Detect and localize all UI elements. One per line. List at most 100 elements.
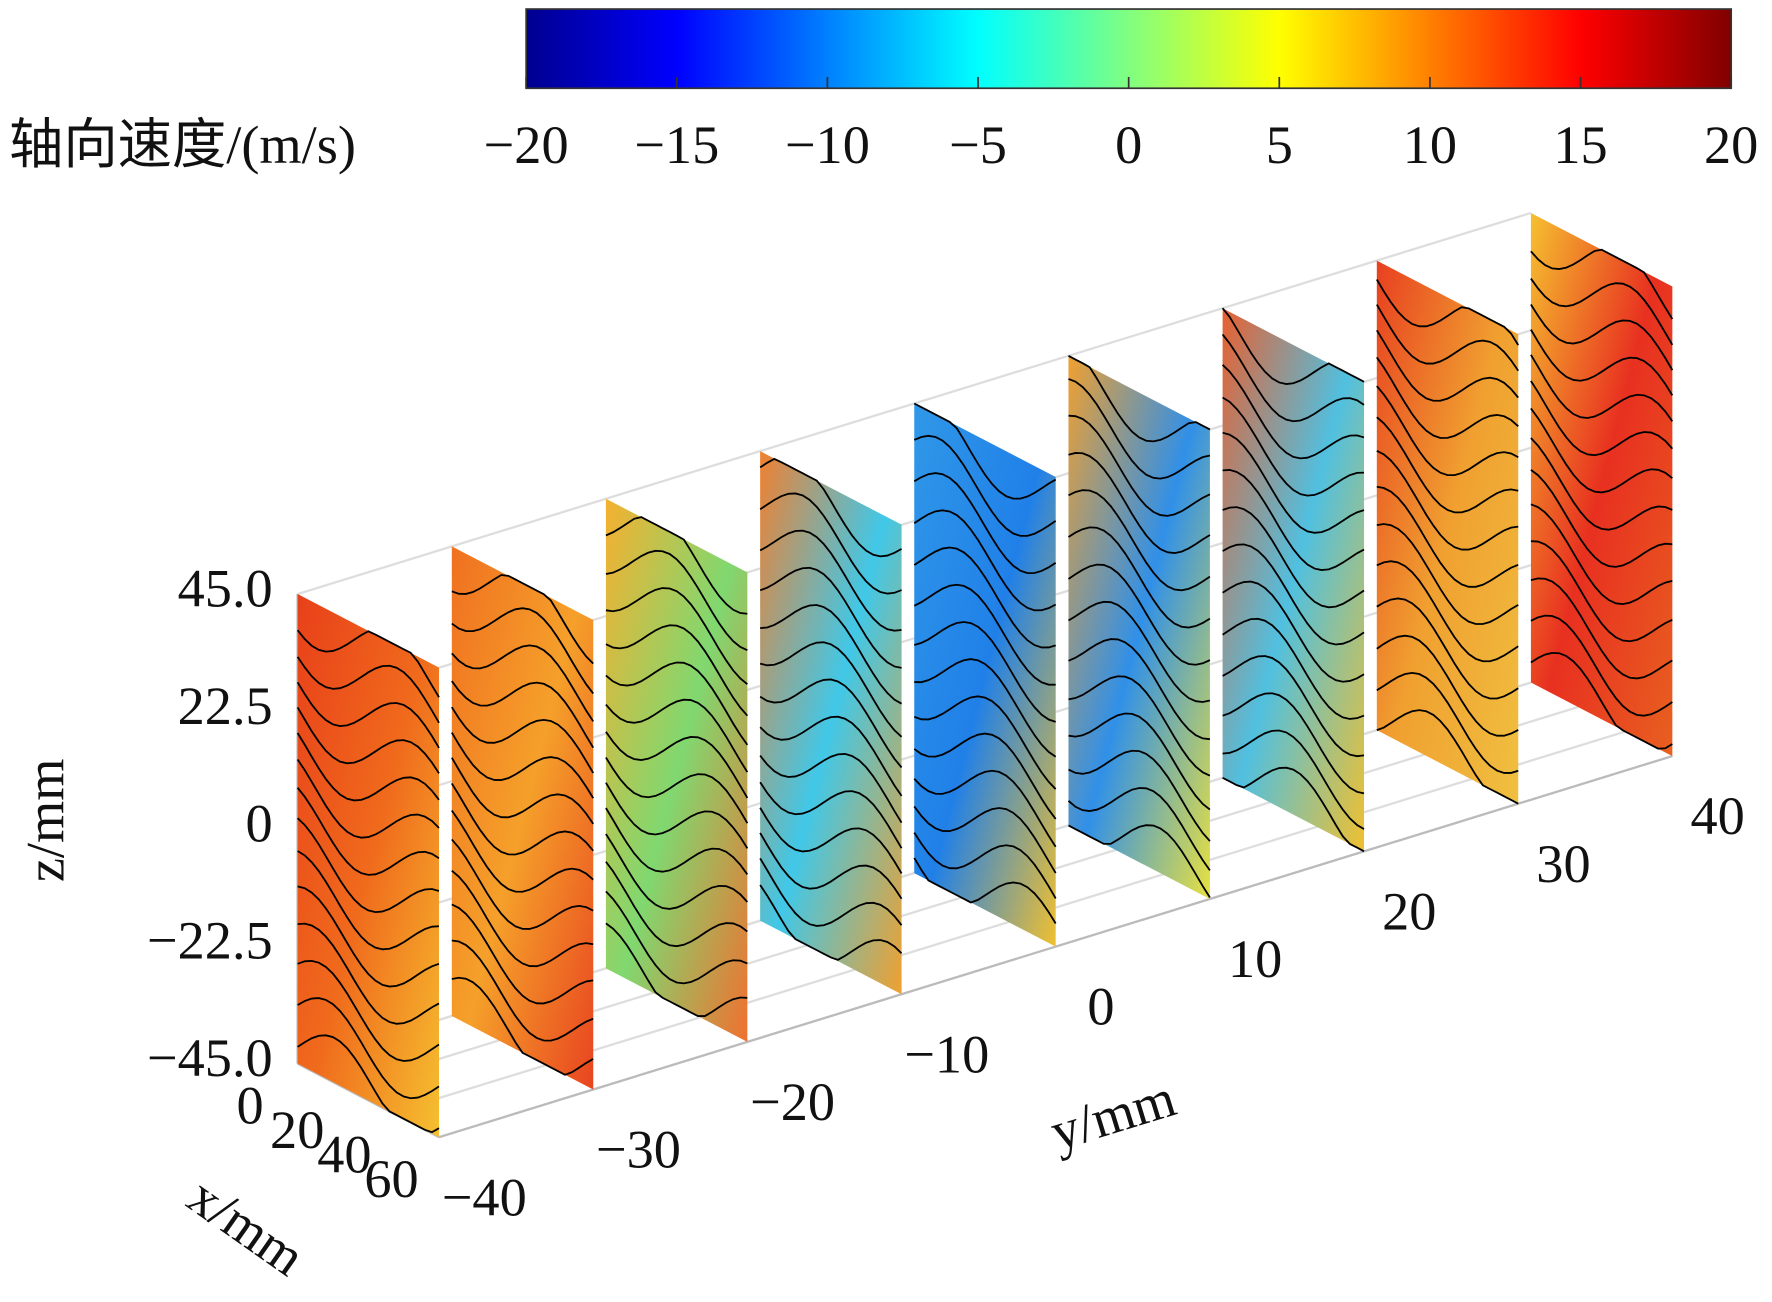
streamline (913, 695, 1057, 790)
streamline (1376, 671, 1519, 774)
colorbar-tick-label: −5 (949, 115, 1007, 175)
streamline (1221, 307, 1365, 385)
streamline (1068, 749, 1211, 842)
streamline (1068, 378, 1211, 480)
streamline (451, 574, 594, 665)
streamline (1376, 449, 1519, 551)
streamline (913, 434, 1057, 537)
colorbar-tick-label: 15 (1553, 115, 1607, 175)
slice-plane (1222, 308, 1365, 852)
streamline (759, 492, 902, 595)
streamline (297, 1034, 440, 1134)
streamline (759, 832, 903, 900)
streamline (1376, 416, 1519, 514)
streamline (296, 681, 440, 749)
streamline (913, 857, 1057, 925)
slice (759, 451, 903, 995)
plot: −20 −15 −10 −5 0 5 10 15 20 轴向速度/(m/s) 45.0 22.5 0 −2… (9, 8, 1758, 1288)
streamline (1530, 503, 1673, 606)
streamline (914, 621, 1056, 723)
streamline (1222, 506, 1365, 609)
streamline (1376, 329, 1519, 402)
streamline (1222, 580, 1365, 683)
z-tick-label: 22.5 (178, 676, 273, 736)
streamline (1222, 396, 1365, 497)
streamline (1530, 380, 1674, 457)
streamline (759, 566, 902, 669)
streamline (1068, 414, 1211, 517)
colorbar-tick-label: 10 (1403, 115, 1457, 175)
streamline (1530, 278, 1674, 346)
colorbar-tick-label: −20 (484, 115, 569, 175)
y-tick-label: 10 (1228, 929, 1282, 989)
streamline (1067, 563, 1211, 666)
streamline (1530, 407, 1673, 494)
streamline (1067, 526, 1211, 629)
streamline (297, 922, 440, 1025)
colorbar (525, 8, 1733, 90)
slice (1376, 260, 1520, 805)
z-tick-label: −45.0 (147, 1028, 273, 1088)
streamline (1221, 364, 1365, 460)
streamline (296, 732, 440, 802)
streamline (296, 706, 440, 774)
x-axis-label: x/mm (177, 1166, 315, 1288)
streamline (297, 885, 440, 988)
streamline (451, 644, 595, 722)
streamline (1068, 675, 1211, 777)
streamline (1530, 329, 1674, 396)
streamline (1376, 709, 1519, 805)
streamline (913, 769, 1057, 848)
colorbar-tick-label: −15 (634, 115, 719, 175)
streamline (759, 678, 903, 769)
streamline (605, 516, 748, 615)
streamline (1530, 651, 1673, 750)
z-tick-label: 45.0 (178, 559, 273, 619)
streamline (1530, 437, 1673, 531)
streamline (1530, 304, 1674, 371)
streamline (451, 680, 595, 749)
axis-line (438, 754, 1673, 1139)
colorbar-tick-label: 20 (1704, 115, 1758, 175)
streamline (451, 706, 595, 774)
streamline (1068, 489, 1211, 592)
streamline (296, 629, 440, 698)
slice (1221, 307, 1365, 853)
slice (913, 402, 1057, 947)
streamline (1068, 452, 1211, 554)
streamline (1376, 597, 1519, 700)
streamline (1222, 468, 1365, 571)
streamline (605, 861, 748, 948)
streamline (913, 583, 1056, 686)
slice-plane (1530, 212, 1673, 757)
streamline (451, 757, 594, 825)
streamline (1376, 560, 1519, 663)
streamline (451, 607, 594, 695)
streamline (451, 903, 594, 1005)
grid-line (391, 730, 1626, 1114)
slice (296, 594, 440, 1138)
y-tick-label: 40 (1690, 786, 1744, 846)
streamline (1222, 655, 1365, 758)
streamline (913, 732, 1057, 820)
streamline (759, 857, 903, 927)
slice-plane (297, 594, 440, 1138)
streamline (1068, 712, 1211, 811)
streamline (605, 833, 749, 910)
y-tick-label: 0 (1087, 977, 1114, 1037)
y-tick-label: 30 (1536, 834, 1590, 894)
y-tick-label: −30 (596, 1120, 681, 1180)
slice-plane (605, 498, 748, 1042)
streamline (451, 809, 594, 893)
streamline (1530, 577, 1673, 680)
streamline (451, 870, 594, 968)
streamline (913, 546, 1056, 649)
streamline (759, 641, 903, 738)
slice (605, 498, 749, 1042)
streamline (296, 817, 440, 914)
grid-line (297, 211, 1532, 596)
streamline (1530, 614, 1673, 717)
streamline (1068, 824, 1211, 898)
streamline (1376, 523, 1519, 625)
streamline (759, 884, 903, 961)
